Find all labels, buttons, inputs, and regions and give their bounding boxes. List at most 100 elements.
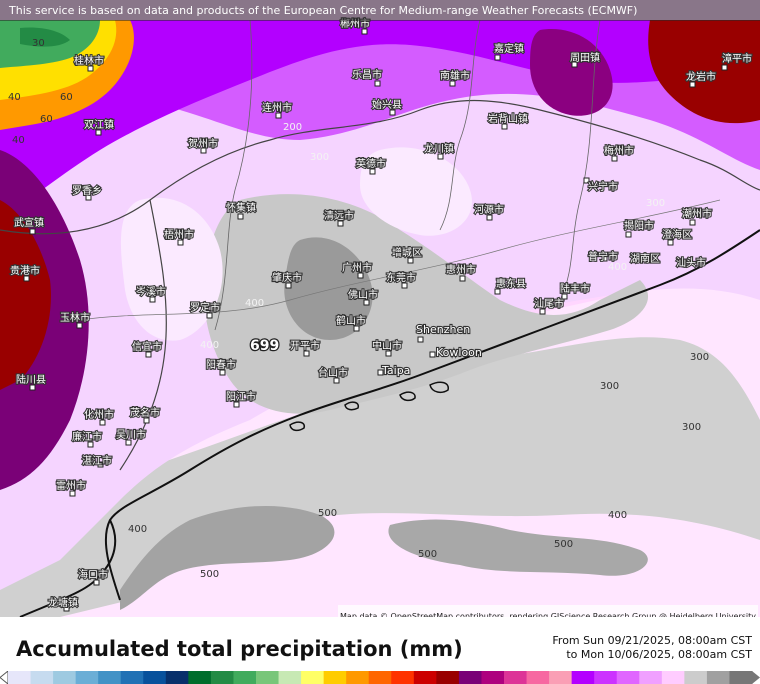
data-source-banner: This service is based on data and produc… [0,0,760,21]
place-label: 南雄市 [440,69,470,82]
place-label: 兴宁市 [588,180,618,193]
place-label: 龙岩市 [686,70,716,83]
legend-swatch [391,671,415,684]
contour-label: 500 [554,539,573,550]
place-label: 梧州市 [164,228,194,241]
coastline [104,229,760,601]
legend-title: Accumulated total precipitation (mm) [16,637,463,661]
place-label: 怀集镇 [226,201,256,214]
island [344,401,360,411]
contour-label: 40 [12,135,25,146]
place-label: 汕尾市 [534,297,564,310]
contour-label: 200 [283,122,302,133]
legend-swatch [684,671,708,684]
place-label: 连州市 [262,101,292,114]
contour-label: 500 [200,569,219,580]
legend-swatch [53,671,77,684]
precip-west-darkred [0,200,51,390]
place-label: 梅州市 [604,144,634,157]
contour-label: 400 [608,510,627,521]
legend-swatch [594,671,618,684]
place-label: 廉江市 [72,430,102,443]
contour-label: 40 [8,92,21,103]
place-label: 汕头市 [676,256,706,269]
attribution-text: Map data © OpenStreetMap contributors, r… [340,612,756,621]
place-label: 周田镇 [570,51,600,64]
contour-label: 400 [245,298,264,309]
place-label: 揭阳市 [624,219,654,232]
place-label: 化州市 [84,408,114,421]
place-label: 开平市 [290,339,320,352]
contour-labels: 500 500 500 500 300 300 400 400 400 400 … [8,38,709,580]
banner-text: This service is based on data and produc… [9,4,638,17]
period-from: From Sun 09/21/2025, 08:00am CST [552,634,752,647]
place-label: 嘉定镇 [494,42,524,55]
place-label: 岩背山镇 [488,112,528,125]
place-label: 鹤山市 [336,314,366,327]
map-attribution: Map data © OpenStreetMap contributors, r… [338,605,758,621]
place-label: 龙塘镇 [48,596,78,609]
place-label: 岑溪市 [136,285,166,298]
place-label: 玉林市 [60,311,90,324]
place-label: 东莞市 [386,271,416,284]
contour-label: 400 [200,340,219,351]
legend-swatch [30,671,54,684]
legend-panel: Accumulated total precipitation (mm) Fro… [0,617,760,684]
contour-label: 300 [690,352,709,363]
place-label: 湖南区 [630,252,660,265]
precipitation-map[interactable]: 郴州市 嘉定镇 周田镇 桂林市 乐昌市 南雄市 漳平市 龙岩市 连州市 始兴县 … [0,0,760,617]
place-label: 罗定市 [190,301,220,314]
legend-swatch [165,671,189,684]
legend-swatch [233,671,257,684]
place-label: 武宣镇 [14,216,44,229]
place-label: 澄海区 [662,228,692,241]
precip-delta-dark [284,237,373,340]
legend-swatch [458,671,482,684]
contour-label: 300 [646,198,665,209]
place-label: 潮州市 [682,207,712,220]
district-border [214,19,253,331]
place-label: 台山市 [318,366,348,379]
contour-label: 400 [608,262,627,273]
contour-label: 500 [318,508,337,519]
place-label: 清远市 [324,209,354,222]
place-label: 普宁市 [588,250,618,263]
max-value-label: 699 [250,338,279,354]
place-label: 雷州市 [56,479,86,492]
legend-swatch [278,671,302,684]
legend-swatch [210,671,234,684]
precip-600mm-area [120,505,335,610]
place-label: 乐昌市 [352,68,382,81]
place-label: Taipa [381,364,410,377]
legend-swatch [504,671,528,684]
legend-swatch [256,671,280,684]
place-label: 广州市 [342,261,372,274]
place-label: 湛江市 [82,454,112,467]
legend-swatch [616,671,640,684]
place-label: 吴川市 [116,428,146,441]
place-label: 佛山市 [348,288,378,301]
legend-color-bar [0,671,760,684]
legend-swatch [8,671,32,684]
precip-600mm-area-2 [388,519,648,576]
place-label: 阳春市 [206,358,236,371]
coastline-leizhou [19,519,117,617]
place-labels: 郴州市 嘉定镇 周田镇 桂林市 乐昌市 南雄市 漳平市 龙岩市 连州市 始兴县 … [9,16,753,612]
legend-swatch [413,671,437,684]
legend-swatch [549,671,573,684]
precip-green-dark [20,27,70,47]
island [429,381,449,394]
place-label: 陆川县 [16,373,46,386]
place-label: 茂名市 [130,406,160,419]
legend-swatch [368,671,392,684]
legend-swatch [301,671,325,684]
place-label: 阳江市 [226,390,256,403]
legend-swatch [98,671,122,684]
place-label: 陆丰市 [560,282,590,295]
contour-label: 500 [418,549,437,560]
island [399,391,416,402]
legend-swatch [346,671,370,684]
place-label: Kowloon [436,346,482,359]
district-border [559,19,601,301]
